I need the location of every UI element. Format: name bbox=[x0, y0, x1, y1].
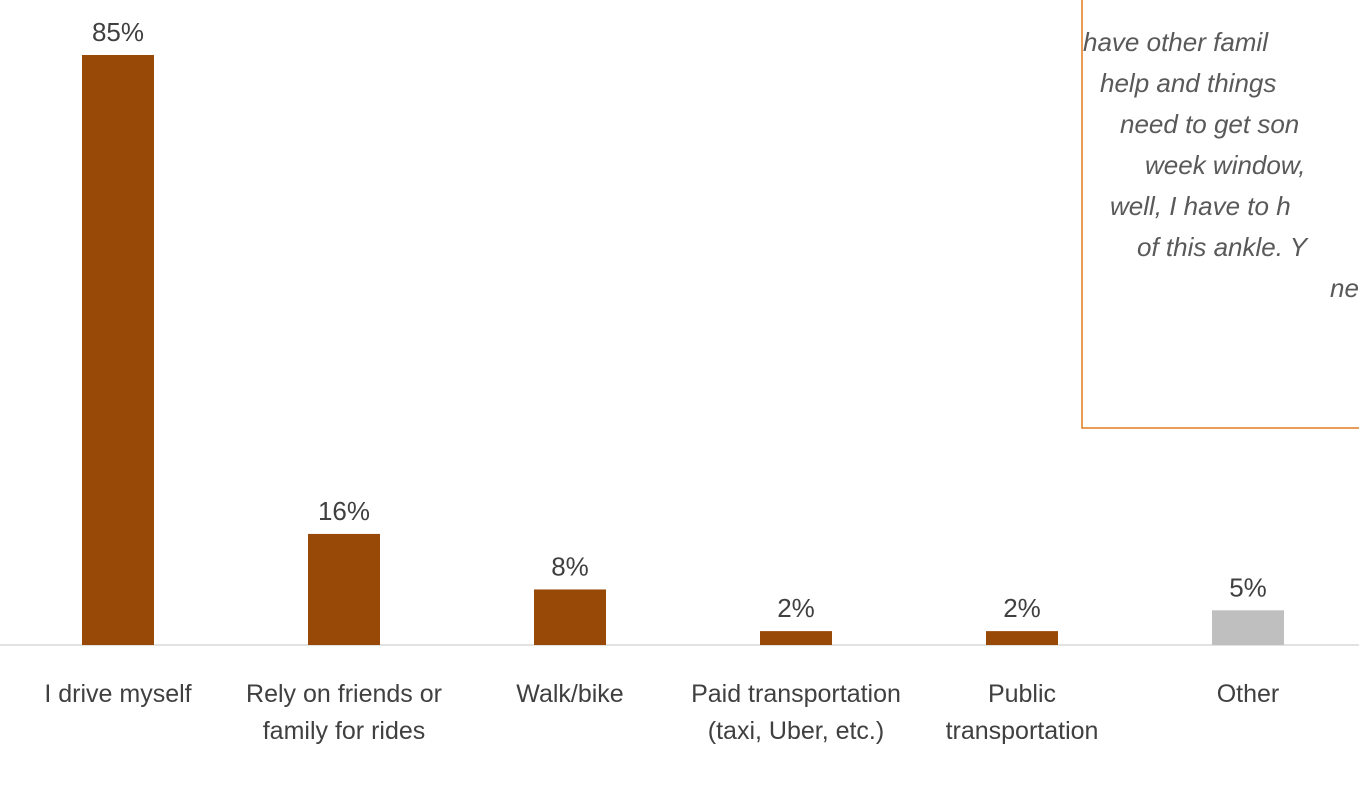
quote-line: well, I have to h bbox=[1110, 191, 1291, 221]
quote-box bbox=[1081, 0, 1359, 429]
value-label: 2% bbox=[777, 593, 815, 623]
category-label: Other bbox=[1216, 680, 1280, 708]
quote-line: have other famil bbox=[1083, 27, 1269, 57]
quote-line: week window, bbox=[1145, 150, 1305, 180]
value-label: 8% bbox=[551, 551, 589, 581]
quote-line: ne bbox=[1330, 273, 1359, 303]
category-label: Paid transportation (taxi, Uber, etc.) bbox=[691, 680, 901, 745]
category-label: Walk/bike bbox=[516, 680, 624, 708]
quote-line: help and things bbox=[1100, 68, 1276, 98]
bar bbox=[1212, 610, 1284, 645]
bar bbox=[760, 631, 832, 645]
category-label: I drive myself bbox=[44, 680, 192, 708]
category-label: Rely on friends or family for rides bbox=[246, 680, 442, 745]
quote-line: of this ankle. Y bbox=[1137, 232, 1309, 262]
quote-line: need to get son bbox=[1120, 109, 1299, 139]
value-label: 5% bbox=[1229, 572, 1267, 602]
value-label: 16% bbox=[318, 496, 370, 526]
bar bbox=[534, 589, 606, 645]
bar bbox=[986, 631, 1058, 645]
bar bbox=[308, 533, 380, 645]
bar bbox=[82, 55, 154, 645]
value-label: 85% bbox=[92, 17, 144, 47]
value-label: 2% bbox=[1003, 593, 1041, 623]
category-label: Public transportation bbox=[945, 680, 1099, 745]
